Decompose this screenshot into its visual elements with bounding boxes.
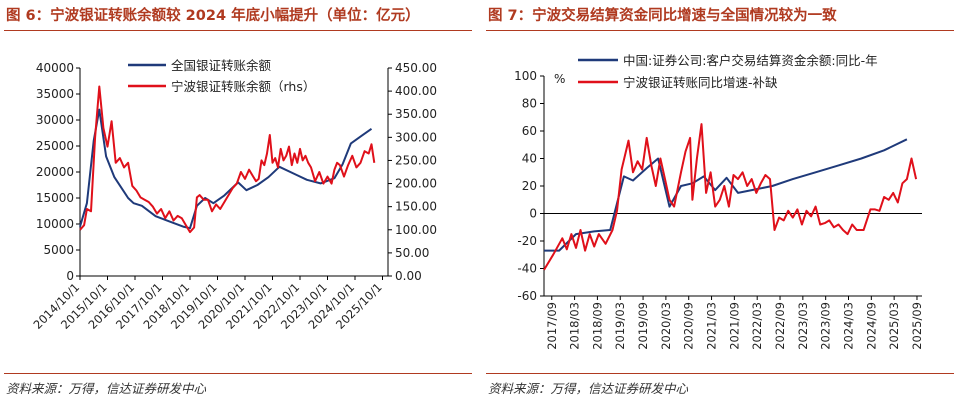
- x-tick-label: 2025/09: [910, 302, 924, 350]
- source-note: 资料来源：万得，信达证券研发中心: [6, 381, 207, 396]
- series-line-national: [544, 138, 908, 252]
- x-tick-label: 2021/09: [727, 302, 741, 350]
- y-tick-label-right: 250.00: [395, 153, 437, 167]
- x-tick-label: 2020/09: [682, 302, 696, 350]
- x-tick-label: 2022/09: [773, 302, 787, 350]
- chart-title: 图 7：宁波交易结算资金同比增速与全国情况较为一致: [488, 8, 837, 24]
- title-rule: [4, 30, 472, 31]
- chart-panel-left: 图 6：宁波银证转账余额较 2024 年底小幅提升（单位：亿元） 0 5000 10…: [0, 0, 478, 400]
- chart-panel-right: 图 7：宁波交易结算资金同比增速与全国情况较为一致 % -60 -40 -20 0 20 4…: [482, 0, 960, 400]
- chart-svg-left: 0 5000 10000 15000 20000 25000 30000 35000 40000…: [31, 58, 437, 332]
- y-tick-label: 80: [522, 97, 537, 111]
- source-rule: [486, 373, 954, 374]
- chart-title: 图 6：宁波银证转账余额较 2024 年底小幅提升（单位：亿元）: [6, 8, 420, 24]
- y-tick-label-left: 5000: [43, 243, 74, 257]
- series-line-ningbo: [543, 123, 918, 271]
- y-tick-label-left: 40000: [36, 61, 74, 75]
- y-tick-label-right: 100.00: [395, 223, 437, 237]
- legend-label: 宁波银证转账余额（rhs）: [171, 79, 315, 94]
- source-rule: [4, 373, 472, 374]
- y-tick-label-right: 50.00: [395, 246, 429, 260]
- y-tick-label-left: 10000: [36, 217, 74, 231]
- x-tick-label: 2024/09: [864, 302, 878, 350]
- x-tick-label: 2020/03: [659, 302, 673, 350]
- y-tick-label-right: 400.00: [395, 84, 437, 98]
- x-tick-label: 2018/03: [568, 302, 582, 350]
- y-tick-label: -40: [517, 262, 537, 276]
- x-tick-label: 2018/09: [590, 302, 604, 350]
- series-line-ningbo: [79, 85, 376, 234]
- y-tick-label-left: 15000: [36, 191, 74, 205]
- chart-svg-right: % -60 -40 -20 0 20 40 60 80 100 2017/09 2018/03 2018…: [514, 53, 924, 350]
- legend-label: 宁波银证转账同比增速-补缺: [623, 75, 778, 90]
- title-rule: [486, 30, 954, 31]
- y-tick-label-right: 300.00: [395, 130, 437, 144]
- x-tick-label: 2017/09: [545, 302, 559, 350]
- x-tick-label: 2023/09: [819, 302, 833, 350]
- y-tick-label-left: 35000: [36, 87, 74, 101]
- legend-label: 全国银证转账余额: [171, 58, 272, 73]
- y-tick-label: -60: [517, 289, 537, 303]
- y-tick-label-right: 150.00: [395, 200, 437, 214]
- y-tick-label: 40: [522, 152, 537, 166]
- x-tick-label: 2023/03: [796, 302, 810, 350]
- y-tick-label: 100: [514, 69, 537, 83]
- legend-label: 中国:证券公司:客户交易结算资金余额:同比-年: [623, 53, 878, 68]
- source-note: 资料来源：万得，信达证券研发中心: [488, 381, 689, 396]
- y-tick-label-left: 30000: [36, 113, 74, 127]
- y-tick-label-left: 20000: [36, 165, 74, 179]
- y-tick-label-right: 200.00: [395, 177, 437, 191]
- y-tick-label-left: 25000: [36, 139, 74, 153]
- y-tick-label-right: 0.00: [395, 269, 422, 283]
- y-tick-label: 20: [522, 179, 537, 193]
- y-tick-label-right: 450.00: [395, 61, 437, 75]
- series-line-national: [79, 108, 373, 230]
- y-tick-label: 60: [522, 124, 537, 138]
- x-tick-label: 2024/03: [842, 302, 856, 350]
- x-tick-label: 2025/03: [887, 302, 901, 350]
- y-tick-label: -20: [517, 234, 537, 248]
- x-tick-label: 2021/03: [705, 302, 719, 350]
- y-tick-label: 0: [529, 207, 537, 221]
- y-tick-label-left: 0: [66, 269, 74, 283]
- x-tick-label: 2019/09: [636, 302, 650, 350]
- x-tick-label: 2022/03: [750, 302, 764, 350]
- y-tick-label-right: 350.00: [395, 107, 437, 121]
- y-unit-label: %: [554, 72, 565, 86]
- x-tick-label: 2019/03: [613, 302, 627, 350]
